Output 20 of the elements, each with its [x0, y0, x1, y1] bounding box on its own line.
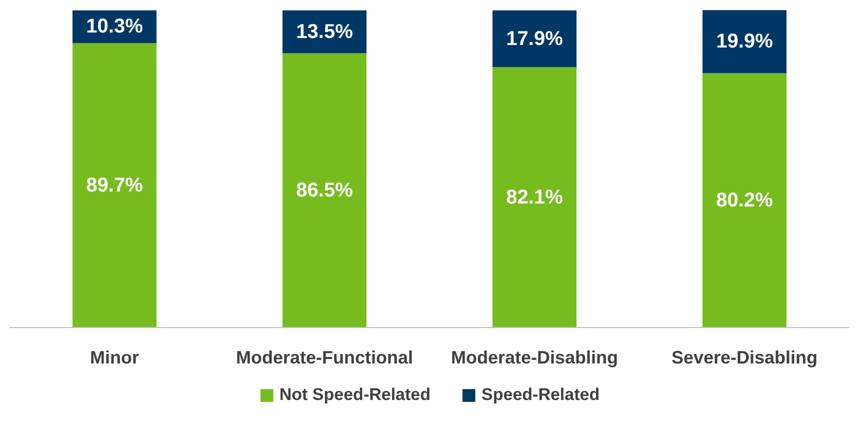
- bar: [282, 53, 366, 328]
- x-tick-label: Moderate-Functional: [236, 348, 414, 368]
- data-label: 86.5%: [296, 179, 354, 202]
- data-label: 80.2%: [716, 189, 774, 212]
- legend-label: Not Speed-Related: [279, 385, 431, 405]
- data-label: 17.9%: [506, 28, 564, 50]
- data-label: 10.3%: [86, 16, 144, 38]
- bar: [702, 73, 786, 328]
- x-tick-label: Minor: [90, 348, 140, 368]
- data-label: 89.7%: [86, 174, 144, 196]
- legend-label: Speed-Related: [482, 385, 600, 405]
- data-label: 19.9%: [716, 30, 774, 53]
- bar: [492, 10, 576, 68]
- bar: [492, 67, 576, 328]
- x-tick-label: Severe-Disabling: [671, 348, 818, 368]
- bar: [72, 43, 156, 328]
- data-label: 82.1%: [506, 186, 564, 208]
- bar: [702, 10, 786, 74]
- data-label: 13.5%: [296, 20, 354, 43]
- x-tick-label: Moderate-Disabling: [450, 348, 618, 368]
